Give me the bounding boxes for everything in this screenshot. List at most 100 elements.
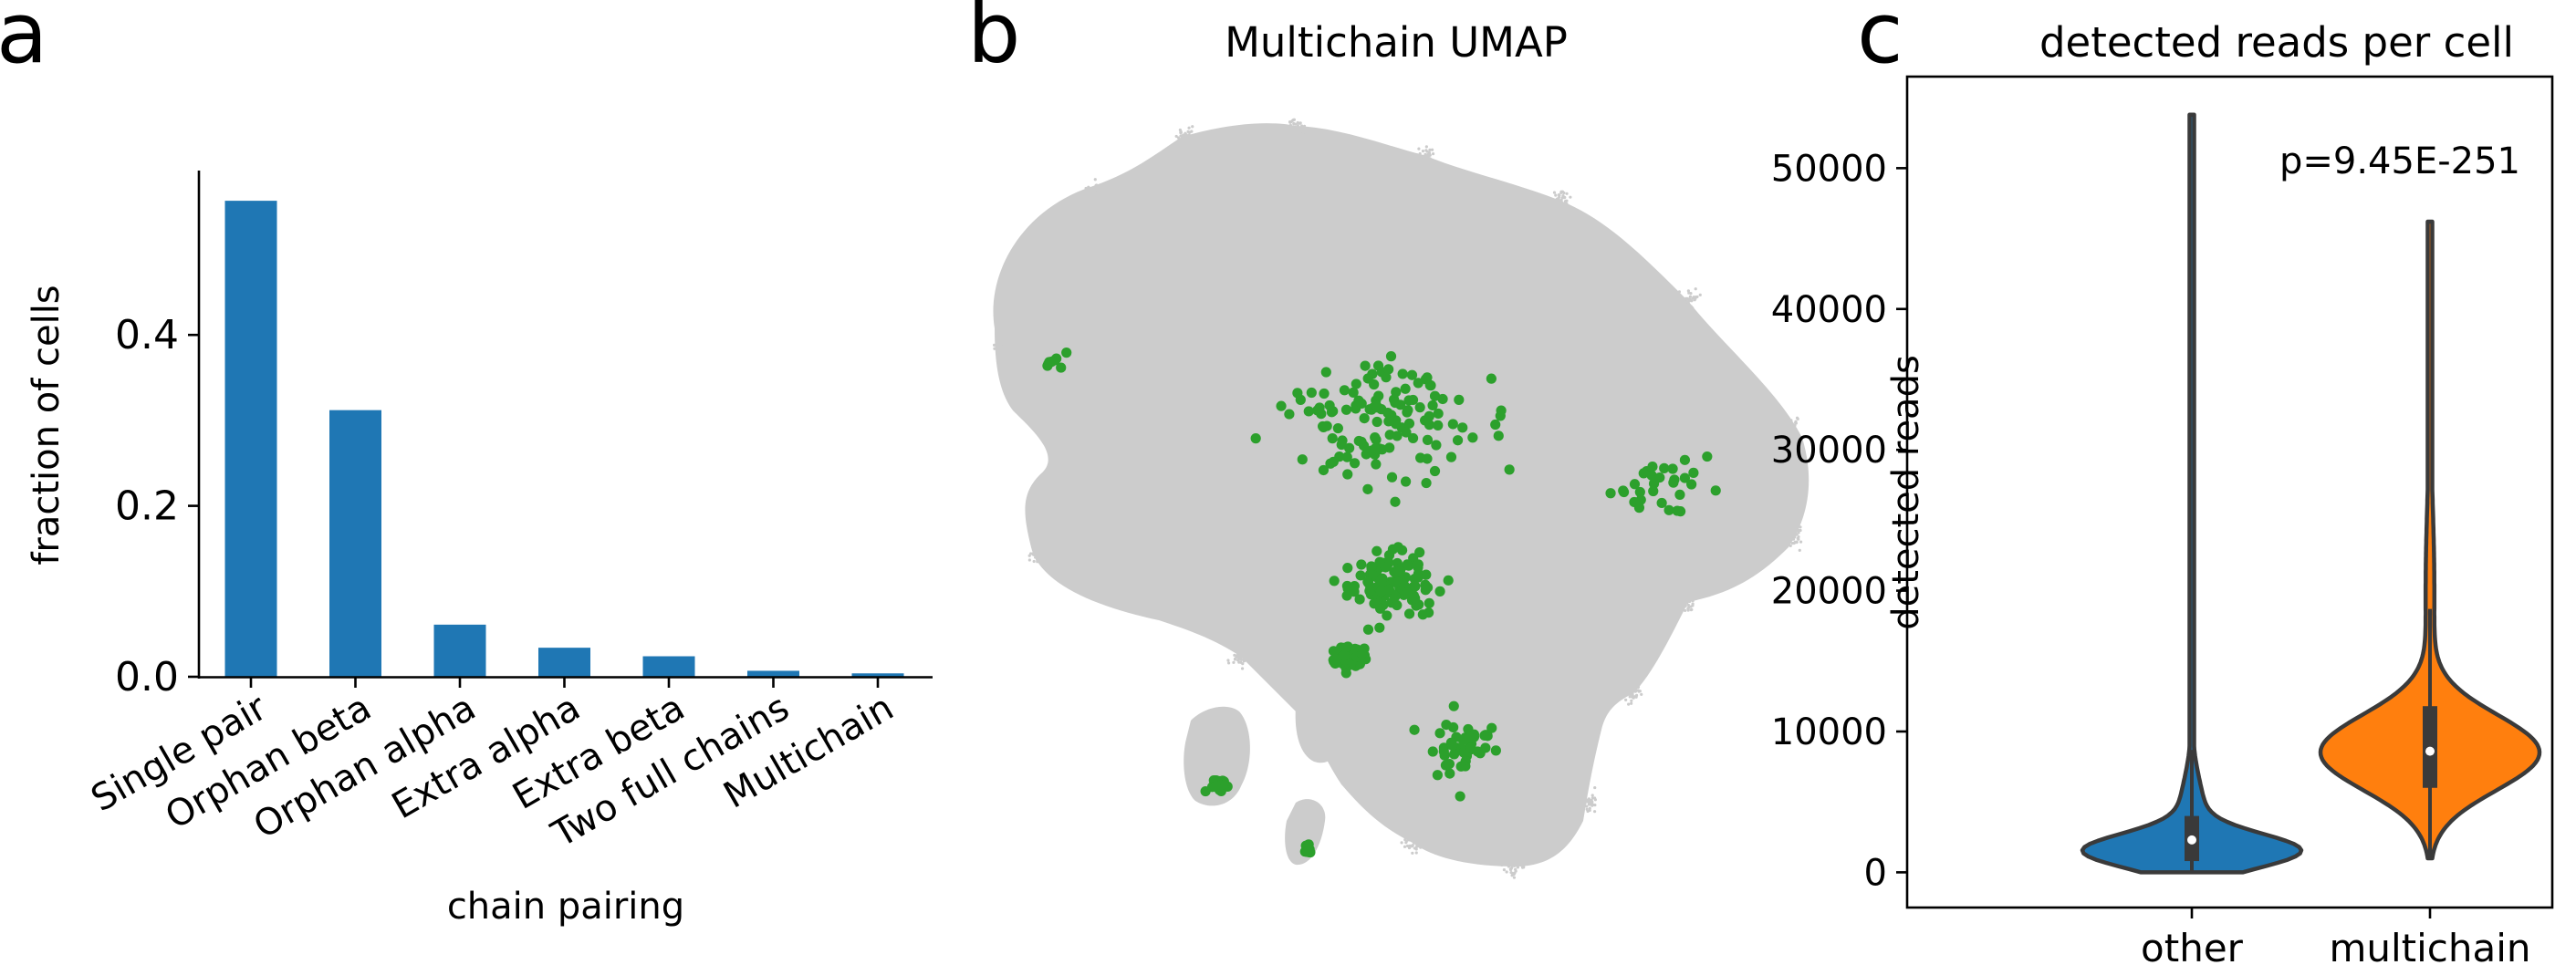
background-cell bbox=[1689, 605, 1693, 608]
chart-title: Multichain UMAP bbox=[1225, 18, 1568, 67]
background-cell bbox=[1100, 189, 1104, 193]
multichain-cell bbox=[1443, 575, 1454, 586]
multichain-cell bbox=[1061, 348, 1072, 358]
multichain-cell bbox=[1339, 385, 1351, 396]
background-cell bbox=[1091, 189, 1096, 192]
background-cell bbox=[1288, 120, 1292, 124]
multichain-cell bbox=[1356, 559, 1367, 570]
multichain-cell bbox=[1371, 545, 1382, 556]
umap-background-cells bbox=[992, 118, 1809, 879]
multichain-cell bbox=[1044, 357, 1055, 368]
multichain-cell bbox=[1410, 581, 1421, 592]
multichain-cell bbox=[1364, 586, 1375, 597]
background-cell bbox=[1624, 698, 1628, 701]
background-cell bbox=[1424, 159, 1429, 162]
background-cell bbox=[1421, 833, 1424, 836]
background-cell bbox=[1798, 548, 1801, 552]
background-cell bbox=[1683, 608, 1687, 612]
background-cell bbox=[1317, 733, 1320, 737]
background-cell bbox=[1408, 836, 1412, 841]
background-cell bbox=[1429, 164, 1433, 169]
background-cell bbox=[1520, 863, 1524, 866]
multichain-cell bbox=[1437, 393, 1448, 405]
background-cell bbox=[1309, 734, 1313, 738]
background-cell bbox=[1789, 544, 1792, 547]
background-cell bbox=[1691, 306, 1695, 310]
multichain-cell bbox=[1371, 416, 1382, 428]
multichain-cell bbox=[1424, 410, 1434, 421]
multichain-cell bbox=[1348, 387, 1359, 398]
background-cell bbox=[1512, 861, 1516, 865]
multichain-cell bbox=[1668, 477, 1679, 488]
y-axis-ticks: 0 10000 20000 30000 40000 50000 bbox=[1771, 148, 1907, 894]
background-cell bbox=[1038, 549, 1041, 554]
multichain-cell bbox=[1448, 721, 1459, 733]
background-cell bbox=[1431, 152, 1435, 156]
background-cell bbox=[1095, 188, 1100, 192]
background-cell bbox=[1299, 126, 1303, 130]
background-cell bbox=[1420, 158, 1424, 161]
multichain-cell bbox=[1479, 730, 1490, 742]
background-cell bbox=[1583, 797, 1587, 801]
background-cell bbox=[1428, 153, 1432, 157]
multichain-cell bbox=[1414, 402, 1425, 413]
background-cell bbox=[1780, 422, 1784, 427]
background-cell bbox=[1226, 659, 1230, 662]
panel-label-a: a bbox=[0, 0, 47, 82]
background-cell bbox=[1553, 202, 1557, 205]
multichain-cell bbox=[1383, 364, 1394, 375]
x-axis-ticks: other multichain bbox=[2141, 908, 2531, 965]
background-cell bbox=[1414, 835, 1418, 838]
y-tick-label: 0.4 bbox=[115, 312, 179, 358]
multichain-cell bbox=[1400, 476, 1412, 487]
background-cell bbox=[1789, 431, 1793, 434]
multichain-cell bbox=[1455, 791, 1465, 802]
background-cell bbox=[1093, 178, 1097, 182]
background-cell bbox=[1687, 598, 1691, 602]
background-cell bbox=[1690, 596, 1695, 599]
background-cell bbox=[1006, 343, 1009, 348]
background-cell bbox=[1685, 590, 1689, 594]
multichain-cell bbox=[1284, 409, 1295, 420]
multichain-cell bbox=[1605, 488, 1616, 499]
multichain-cell bbox=[1372, 360, 1384, 371]
background-cell bbox=[1182, 142, 1185, 147]
multichain-cell bbox=[1647, 461, 1658, 472]
background-cell bbox=[1682, 304, 1686, 307]
multichain-cell bbox=[1401, 587, 1413, 598]
background-cell bbox=[1590, 794, 1594, 797]
background-cell bbox=[1174, 134, 1178, 139]
background-cell bbox=[1298, 131, 1302, 135]
background-cell bbox=[1552, 191, 1557, 194]
background-cell bbox=[1007, 339, 1011, 343]
multichain-cell bbox=[1366, 561, 1377, 572]
multichain-cell bbox=[1390, 496, 1401, 507]
background-cell bbox=[1593, 798, 1597, 802]
multichain-cell bbox=[1362, 483, 1373, 494]
background-cell bbox=[1684, 306, 1688, 309]
multichain-cell bbox=[1472, 746, 1483, 757]
background-cell bbox=[1045, 557, 1048, 561]
multichain-cell bbox=[1407, 432, 1419, 444]
background-cell bbox=[1428, 157, 1432, 161]
background-cell bbox=[1789, 540, 1792, 544]
background-cell bbox=[1321, 737, 1325, 741]
multichain-cell bbox=[1427, 399, 1438, 411]
background-cell bbox=[1003, 346, 1006, 350]
multichain-cell bbox=[1635, 494, 1646, 505]
background-cell bbox=[1430, 148, 1434, 151]
multichain-cell bbox=[1392, 599, 1403, 611]
background-cell bbox=[1235, 645, 1238, 649]
background-cell bbox=[1562, 191, 1566, 195]
multichain-cell bbox=[1386, 472, 1398, 482]
background-cell bbox=[1784, 534, 1788, 538]
background-cell bbox=[1418, 162, 1422, 166]
background-cell bbox=[1420, 836, 1424, 840]
background-cell bbox=[1796, 432, 1799, 436]
multichain-cell bbox=[1250, 433, 1261, 444]
multichain-cell bbox=[1710, 485, 1721, 496]
background-cell bbox=[1242, 657, 1246, 660]
y-tick-label: 0 bbox=[1864, 852, 1887, 894]
median-marker-multichain bbox=[2425, 746, 2435, 756]
background-cell bbox=[1419, 846, 1423, 849]
